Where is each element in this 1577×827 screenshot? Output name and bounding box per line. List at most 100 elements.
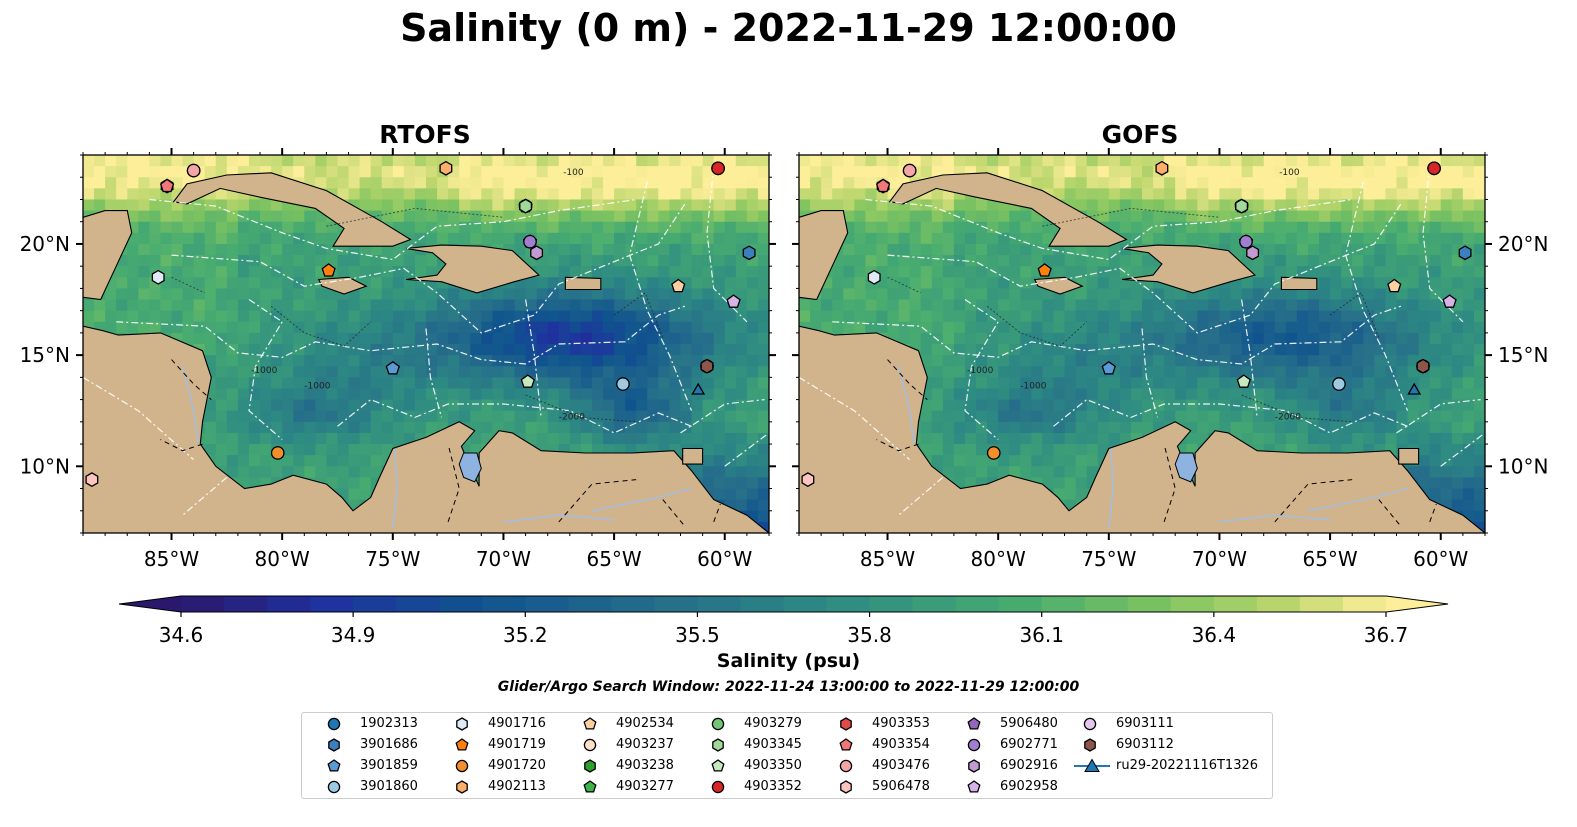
legend-label: 4901716 (488, 716, 546, 731)
legend-label: 6902916 (1000, 758, 1058, 773)
x-tick-label: 70°W (476, 547, 531, 571)
search-window-text: Glider/Argo Search Window: 2022-11-24 13… (497, 679, 1080, 695)
colorbar-bin (224, 596, 268, 612)
marker-4903352 (1427, 161, 1441, 176)
contour-label: -1000 (304, 381, 330, 391)
hexagon-icon (712, 738, 724, 752)
hexagon-icon (1084, 738, 1096, 752)
eez-line (832, 305, 1402, 365)
contour-label: -100 (563, 168, 584, 178)
x-tick-label: 85°W (860, 547, 915, 571)
colorbar-bin (869, 596, 914, 612)
colorbar-tick-label: 36.4 (1192, 623, 1237, 647)
eez-line (799, 376, 910, 461)
eez-line (525, 299, 542, 418)
marker-4901719 (1037, 263, 1052, 277)
legend-marker-icon (711, 717, 725, 731)
colorbar-bin (826, 596, 871, 612)
marker-4901716 (867, 269, 881, 285)
marker-ru29-20221116T1326 (1407, 382, 1422, 395)
hexagon-icon (456, 717, 468, 731)
marker-4903354 (875, 178, 891, 193)
legend-marker-icon (455, 759, 469, 773)
marker-3901686 (1458, 245, 1472, 261)
y-tick-label: 15°N (20, 343, 70, 367)
contour-label: -2000 (1275, 413, 1301, 423)
map-rtofs: -100 -1000 -2000 -1000 (83, 155, 769, 533)
marker-4903350 (1236, 374, 1251, 388)
country-border (171, 359, 212, 400)
circle-icon (711, 717, 725, 731)
legend-label: 6903111 (1116, 716, 1174, 731)
eez-line (171, 203, 686, 334)
marker-4901720 (270, 446, 285, 460)
marker-5906478 (85, 472, 99, 488)
legend-label: 4903237 (616, 737, 674, 752)
circle-icon (583, 738, 597, 752)
land-trinidad (1398, 447, 1420, 465)
legend-label: 5906480 (1000, 716, 1058, 731)
colorbar-bin (1342, 596, 1387, 612)
marker-6902958 (1442, 294, 1457, 308)
eez-line (724, 432, 769, 467)
legend-marker-icon (967, 780, 981, 793)
eez-line (248, 299, 284, 441)
legend-marker-icon (328, 738, 340, 752)
x-tick-label: 65°W (586, 547, 641, 571)
contour-label: -2000 (559, 413, 585, 423)
x-tick-label: 85°W (144, 547, 199, 571)
land-hispaniola (406, 244, 541, 294)
marker-6902916 (1246, 245, 1260, 261)
eez-line (182, 476, 228, 516)
river (1219, 514, 1331, 523)
marker-3901860 (616, 377, 630, 391)
eez-line (1141, 328, 1159, 418)
figure-title: Salinity (0 m) - 2022-11-29 12:00:00 (400, 6, 1177, 50)
circle-icon (327, 780, 341, 794)
legend-marker-icon (967, 717, 981, 730)
colorbar-bin (525, 596, 569, 612)
legend-marker-icon (840, 780, 852, 794)
land-trinidad (682, 447, 704, 465)
colorbar-bin (1256, 596, 1301, 612)
legend-marker-icon (711, 759, 725, 772)
country-border (887, 359, 928, 400)
legend-label: 4903350 (744, 758, 802, 773)
map-frame (82, 154, 770, 534)
legend-marker-icon (584, 759, 596, 773)
land-puertorico (564, 276, 602, 291)
colorbar-bin (783, 596, 828, 612)
legend-label: 4902534 (616, 716, 674, 731)
marker-4903476 (902, 163, 917, 178)
legend-marker-icon (327, 780, 341, 794)
legend-label: 6903112 (1116, 737, 1174, 752)
y-tick-label: 20°N (1498, 232, 1548, 256)
legend-marker-icon (456, 717, 468, 731)
legend-label: ru29-20221116T1326 (1116, 758, 1259, 773)
legend-label: 4903238 (616, 758, 674, 773)
marker-4901720 (986, 446, 1001, 460)
colorbar-bin (267, 596, 311, 612)
colorbar-tick-label: 36.7 (1364, 623, 1409, 647)
legend-marker-icon (583, 717, 597, 730)
eez-line (1440, 432, 1485, 467)
legend-label: 4902113 (488, 779, 546, 794)
colorbar-bin (697, 596, 741, 612)
land-cuba (888, 172, 1128, 247)
eez-line (1396, 399, 1481, 434)
circle-icon (711, 780, 725, 794)
panel-title-gofs: GOFS (1101, 120, 1179, 149)
country-border (662, 499, 686, 527)
markers-legend: 1902313 3901686 3901859 3901860 4901716 49017… (301, 712, 1273, 799)
hexagon-icon (328, 738, 340, 752)
legend-label: 4901720 (488, 758, 546, 773)
colorbar-tick-label: 35.2 (503, 623, 548, 647)
legend-marker-icon (967, 738, 981, 752)
marker-6902771 (523, 234, 537, 249)
colorbar-bin (1170, 596, 1215, 612)
hexagon-icon (840, 717, 852, 731)
circle-icon (327, 717, 341, 731)
legend-label: 4903354 (872, 737, 930, 752)
legend-label: 4903353 (872, 716, 930, 731)
